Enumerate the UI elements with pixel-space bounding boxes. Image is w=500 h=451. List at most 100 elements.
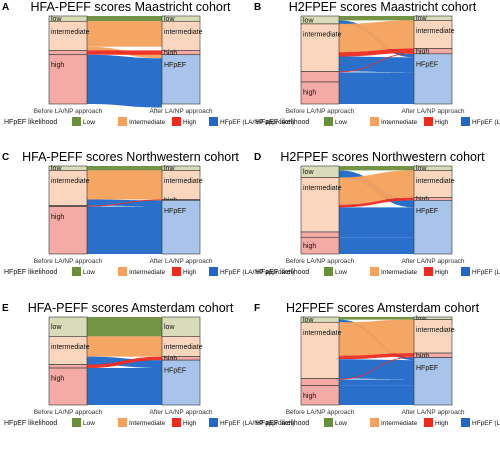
after-node-label: intermediate [164, 344, 203, 351]
panel-letter: B [254, 2, 261, 13]
flow-high [339, 52, 414, 73]
panel-letter: C [2, 152, 9, 163]
after-node-label: HFpEF [416, 61, 438, 68]
before-node-intermediate [300, 23, 340, 72]
axis-after-label: After LA/NP approach [149, 258, 212, 265]
flow-high [87, 356, 162, 369]
flow-hfpef [339, 72, 414, 82]
flow-low [339, 16, 414, 21]
after-node-label: high [164, 50, 177, 57]
before-node-label: high [303, 243, 316, 250]
after-node-label: high [416, 197, 429, 204]
legend: HFpEF likelihood Low Intermediate High HFpEF… [4, 117, 294, 126]
legend-item-label: Low [83, 420, 95, 427]
legend-item-label: HFpEF (LA/NP approach) [472, 269, 500, 276]
orange-swatch [370, 267, 379, 276]
red-swatch [424, 267, 433, 276]
legend-title: HFpEF likelihood [256, 420, 309, 427]
legend-item-label: Intermediate [381, 269, 418, 276]
after-node-hfpef [161, 200, 201, 255]
after-node-label: high [164, 356, 177, 363]
after-node-label: HFpEF [164, 368, 186, 375]
axis-after-label: After LA/NP approach [401, 108, 464, 115]
flow-high [339, 48, 414, 57]
axis-before-label: Before LA/NP approach [286, 258, 355, 265]
flow-high [87, 50, 162, 55]
before-node-label: high [303, 393, 316, 400]
after-node-hfpef [161, 359, 201, 406]
legend: HFpEF likelihood Low Intermediate High HFpEF… [256, 267, 500, 276]
flows [339, 16, 414, 104]
legend-item-label: Low [335, 420, 347, 427]
before-node-label: high [51, 62, 64, 69]
before-node-high [48, 206, 88, 255]
legend-item-label: Low [335, 119, 347, 126]
red-swatch [172, 418, 181, 427]
orange-swatch [370, 418, 379, 427]
panel-title: H2FPEF scores Amsterdam cohort [286, 301, 480, 315]
panel-b: B H2FPEF scores Maastricht cohort low inter… [254, 0, 500, 126]
red-swatch [172, 117, 181, 126]
legend-item-label: High [183, 420, 197, 427]
flow-intermediate [339, 20, 414, 53]
before-node-label: low [303, 317, 314, 324]
after-node-label: intermediate [416, 178, 455, 185]
before-node-intermediate [300, 177, 340, 233]
before-node-label: intermediate [303, 330, 342, 337]
flow-low [87, 16, 162, 22]
legend-item-label: HFpEF (LA/NP approach) [220, 119, 294, 126]
after-node-intermediate [413, 319, 453, 354]
legend-item-label: Intermediate [129, 269, 166, 276]
flow-hfpef [339, 207, 414, 232]
after-node-label: low [416, 166, 427, 173]
before-node-label: high [51, 214, 64, 221]
flow-intermediate [87, 21, 162, 47]
orange-swatch [118, 117, 127, 126]
legend-title: HFpEF likelihood [4, 420, 57, 427]
after-node-hfpef [413, 53, 453, 105]
flows [87, 166, 162, 254]
panel-letter: E [2, 303, 9, 314]
after-node-label: HFpEF [416, 208, 438, 215]
flow-hfpef [339, 237, 414, 254]
green-swatch [324, 117, 333, 126]
legend-item-label: High [183, 269, 197, 276]
flow-intermediate [339, 170, 414, 205]
after-node-hfpef [413, 357, 453, 406]
flow-low [87, 166, 162, 171]
legend: HFpEF likelihood Low Intermediate High HFpEF… [4, 267, 294, 276]
flow-high [339, 353, 414, 360]
after-node-label: HFpEF [164, 62, 186, 69]
flow-high [339, 197, 414, 208]
axis-before-label: Before LA/NP approach [34, 108, 103, 115]
legend: HFpEF likelihood Low Intermediate High HFpEF… [256, 117, 500, 126]
after-node-label: low [416, 316, 427, 323]
after-node-label: high [416, 49, 429, 56]
before-node-label: low [51, 166, 62, 173]
axis-after-label: After LA/NP approach [401, 409, 464, 416]
after-node-hfpef [413, 200, 453, 255]
after-node-label: low [164, 324, 175, 331]
before-node-high [48, 364, 88, 369]
panel-title: HFA-PEFF scores Amsterdam cohort [28, 301, 234, 315]
panel-letter: F [254, 303, 260, 314]
after-node-intermediate [161, 170, 201, 200]
after-node-intermediate [161, 20, 201, 51]
flow-hfpef [87, 206, 162, 254]
after-node-label: low [416, 16, 427, 23]
green-swatch [72, 418, 81, 427]
legend-title: HFpEF likelihood [4, 119, 57, 126]
before-node-high [300, 81, 340, 105]
panel-letter: A [2, 2, 9, 13]
axis-after-label: After LA/NP approach [401, 258, 464, 265]
axis-before-label: Before LA/NP approach [286, 108, 355, 115]
before-node-high [300, 231, 340, 238]
flow-intermediate [87, 336, 162, 357]
flows [87, 16, 162, 108]
before-node-label: low [303, 17, 314, 24]
green-swatch [324, 267, 333, 276]
blue-swatch [461, 418, 470, 427]
axis-after-label: After LA/NP approach [149, 108, 212, 115]
orange-swatch [118, 418, 127, 427]
